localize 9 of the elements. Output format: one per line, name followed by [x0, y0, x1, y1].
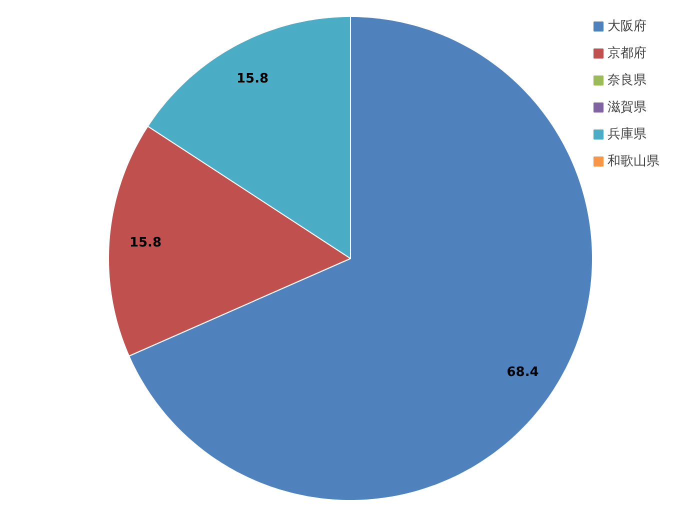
data-label: 68.4 [506, 364, 539, 380]
data-label: 15.8 [129, 236, 162, 251]
legend-label: 滋賀県 [608, 100, 646, 115]
data-label: 15.8 [236, 72, 269, 87]
legend-label: 兵庫県 [608, 126, 646, 142]
legend-label: 大阪府 [608, 18, 646, 34]
legend-label: 奈良県 [608, 73, 646, 88]
legend-label: 京都府 [608, 45, 646, 61]
legend-label: 和歌山県 [608, 154, 660, 169]
